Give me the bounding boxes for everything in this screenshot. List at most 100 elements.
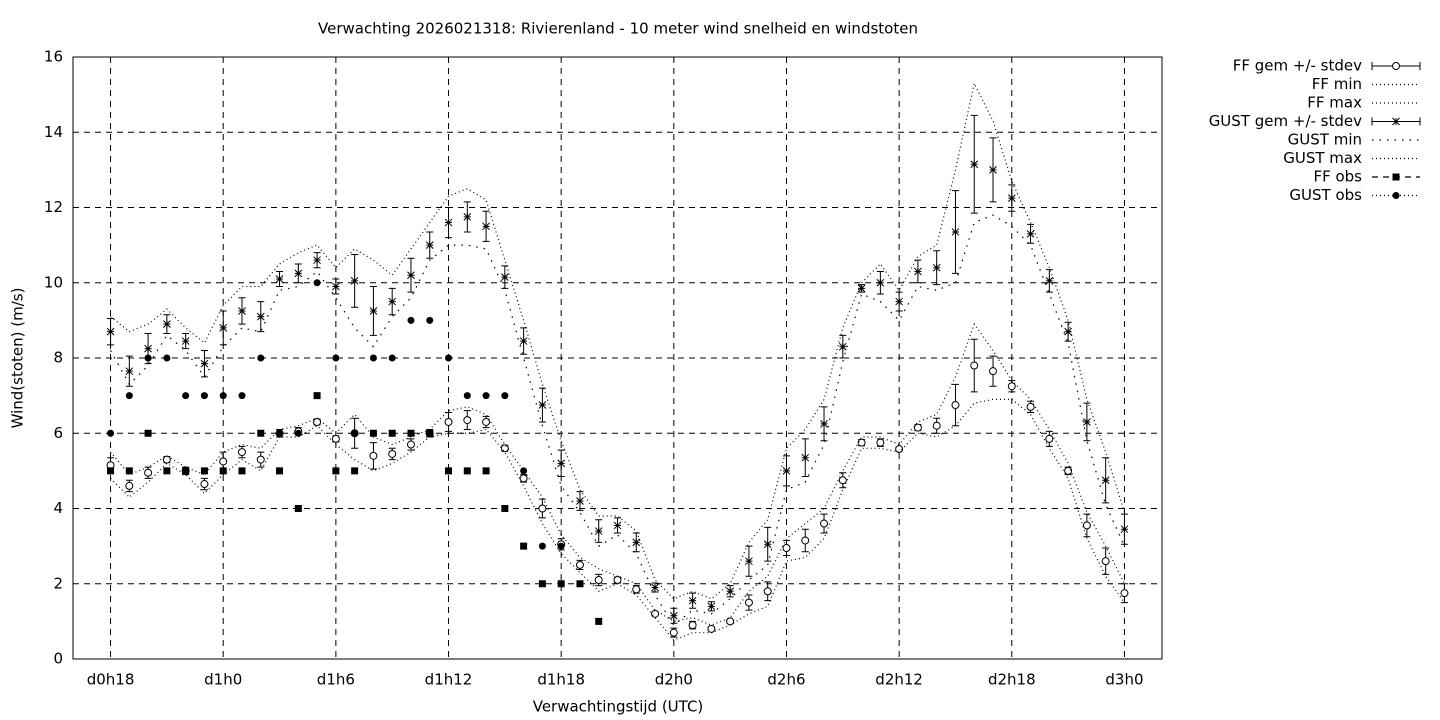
marker-circle — [575, 560, 584, 569]
x-tick-label: d1h0 — [204, 671, 242, 689]
marker-circle — [876, 438, 885, 447]
marker-star — [669, 611, 678, 620]
marker-star — [369, 307, 378, 315]
marker-dot — [351, 429, 359, 437]
chart-title: Verwachting 2026021318: Rivierenland - 1… — [318, 20, 918, 38]
marker-circle — [463, 416, 472, 425]
marker-circle — [857, 438, 866, 447]
marker-star — [275, 275, 284, 283]
marker-circle — [406, 440, 415, 449]
marker-star — [576, 497, 584, 505]
marker-dot — [313, 279, 321, 287]
legend-label: GUST gem +/- stdev — [1209, 112, 1362, 130]
marker-star — [1101, 476, 1110, 485]
marker-circle — [388, 449, 397, 458]
y-tick-label: 14 — [44, 123, 63, 141]
marker-circle — [200, 480, 209, 489]
marker-square — [369, 429, 377, 437]
marker-star — [989, 166, 997, 174]
marker-circle — [1007, 382, 1016, 391]
marker-star — [294, 269, 303, 278]
marker-star — [970, 160, 979, 169]
marker-circle — [1026, 402, 1035, 411]
y-tick-label: 8 — [53, 349, 63, 367]
marker-star — [838, 342, 847, 351]
marker-dot — [200, 392, 208, 400]
marker-dot — [538, 542, 546, 550]
y-tick-label: 10 — [44, 273, 63, 291]
y-tick-label: 0 — [53, 650, 63, 668]
marker-star — [951, 228, 960, 236]
marker-dot — [182, 392, 190, 400]
marker-star — [801, 453, 810, 462]
marker-star — [313, 256, 321, 265]
marker-dot — [445, 354, 453, 362]
legend-label: FF obs — [1313, 168, 1362, 186]
marker-circle — [482, 417, 491, 426]
plot-border — [72, 56, 1163, 660]
marker-dot — [369, 354, 377, 362]
marker-square — [1392, 173, 1400, 181]
x-tick-label: d1h6 — [317, 671, 355, 689]
marker-dot — [1392, 192, 1400, 199]
marker-circle — [444, 417, 453, 426]
marker-circle — [970, 361, 979, 370]
marker-star — [219, 324, 228, 332]
marker-dot — [125, 392, 133, 400]
marker-star — [538, 401, 547, 409]
marker-circle — [913, 423, 922, 432]
x-tick-label: d2h12 — [875, 671, 923, 689]
marker-star — [557, 459, 566, 468]
marker-circle — [1101, 557, 1110, 566]
marker-circle — [989, 367, 998, 376]
marker-star — [932, 263, 941, 272]
marker-star — [820, 419, 828, 428]
marker-square — [313, 392, 321, 400]
y-tick-label: 12 — [44, 198, 63, 216]
marker-star — [1083, 418, 1091, 426]
marker-star — [144, 344, 152, 353]
marker-square — [144, 429, 152, 437]
marker-square — [257, 429, 265, 437]
marker-circle — [763, 587, 772, 596]
marker-star — [482, 222, 490, 231]
marker-star — [707, 602, 716, 611]
marker-circle — [1045, 434, 1054, 443]
marker-star — [914, 267, 922, 276]
marker-star — [651, 583, 659, 592]
series-line — [110, 322, 1125, 626]
marker-dot — [501, 392, 509, 400]
marker-square — [501, 505, 509, 512]
marker-star — [1064, 327, 1072, 336]
marker-square — [276, 467, 284, 475]
legend-label: FF min — [1312, 75, 1362, 93]
marker-circle — [538, 504, 547, 513]
marker-circle — [744, 598, 753, 607]
x-tick-label: d0h18 — [87, 671, 135, 689]
marker-square — [107, 467, 115, 475]
legend-label: GUST max — [1283, 149, 1362, 167]
x-tick-label: d2h18 — [988, 671, 1036, 689]
marker-square — [520, 542, 528, 550]
marker-circle — [1392, 62, 1400, 70]
marker-star — [763, 540, 772, 549]
marker-dot — [426, 316, 434, 324]
marker-circle — [219, 457, 228, 466]
legend-label: FF gem +/- stdev — [1233, 57, 1362, 75]
marker-star — [876, 278, 885, 287]
marker-dot — [257, 354, 265, 362]
marker-circle — [369, 451, 378, 460]
y-axis-label: Wind(stoten) (m/s) — [9, 288, 27, 429]
marker-square — [219, 467, 227, 475]
marker-star — [256, 312, 265, 321]
marker-circle — [613, 575, 622, 584]
marker-star — [688, 596, 697, 605]
marker-dot — [144, 354, 152, 362]
marker-star — [782, 467, 791, 475]
marker-circle — [1120, 589, 1129, 598]
marker-square — [595, 617, 603, 625]
marker-circle — [951, 401, 960, 410]
marker-dot — [219, 392, 227, 400]
marker-star — [895, 297, 903, 306]
